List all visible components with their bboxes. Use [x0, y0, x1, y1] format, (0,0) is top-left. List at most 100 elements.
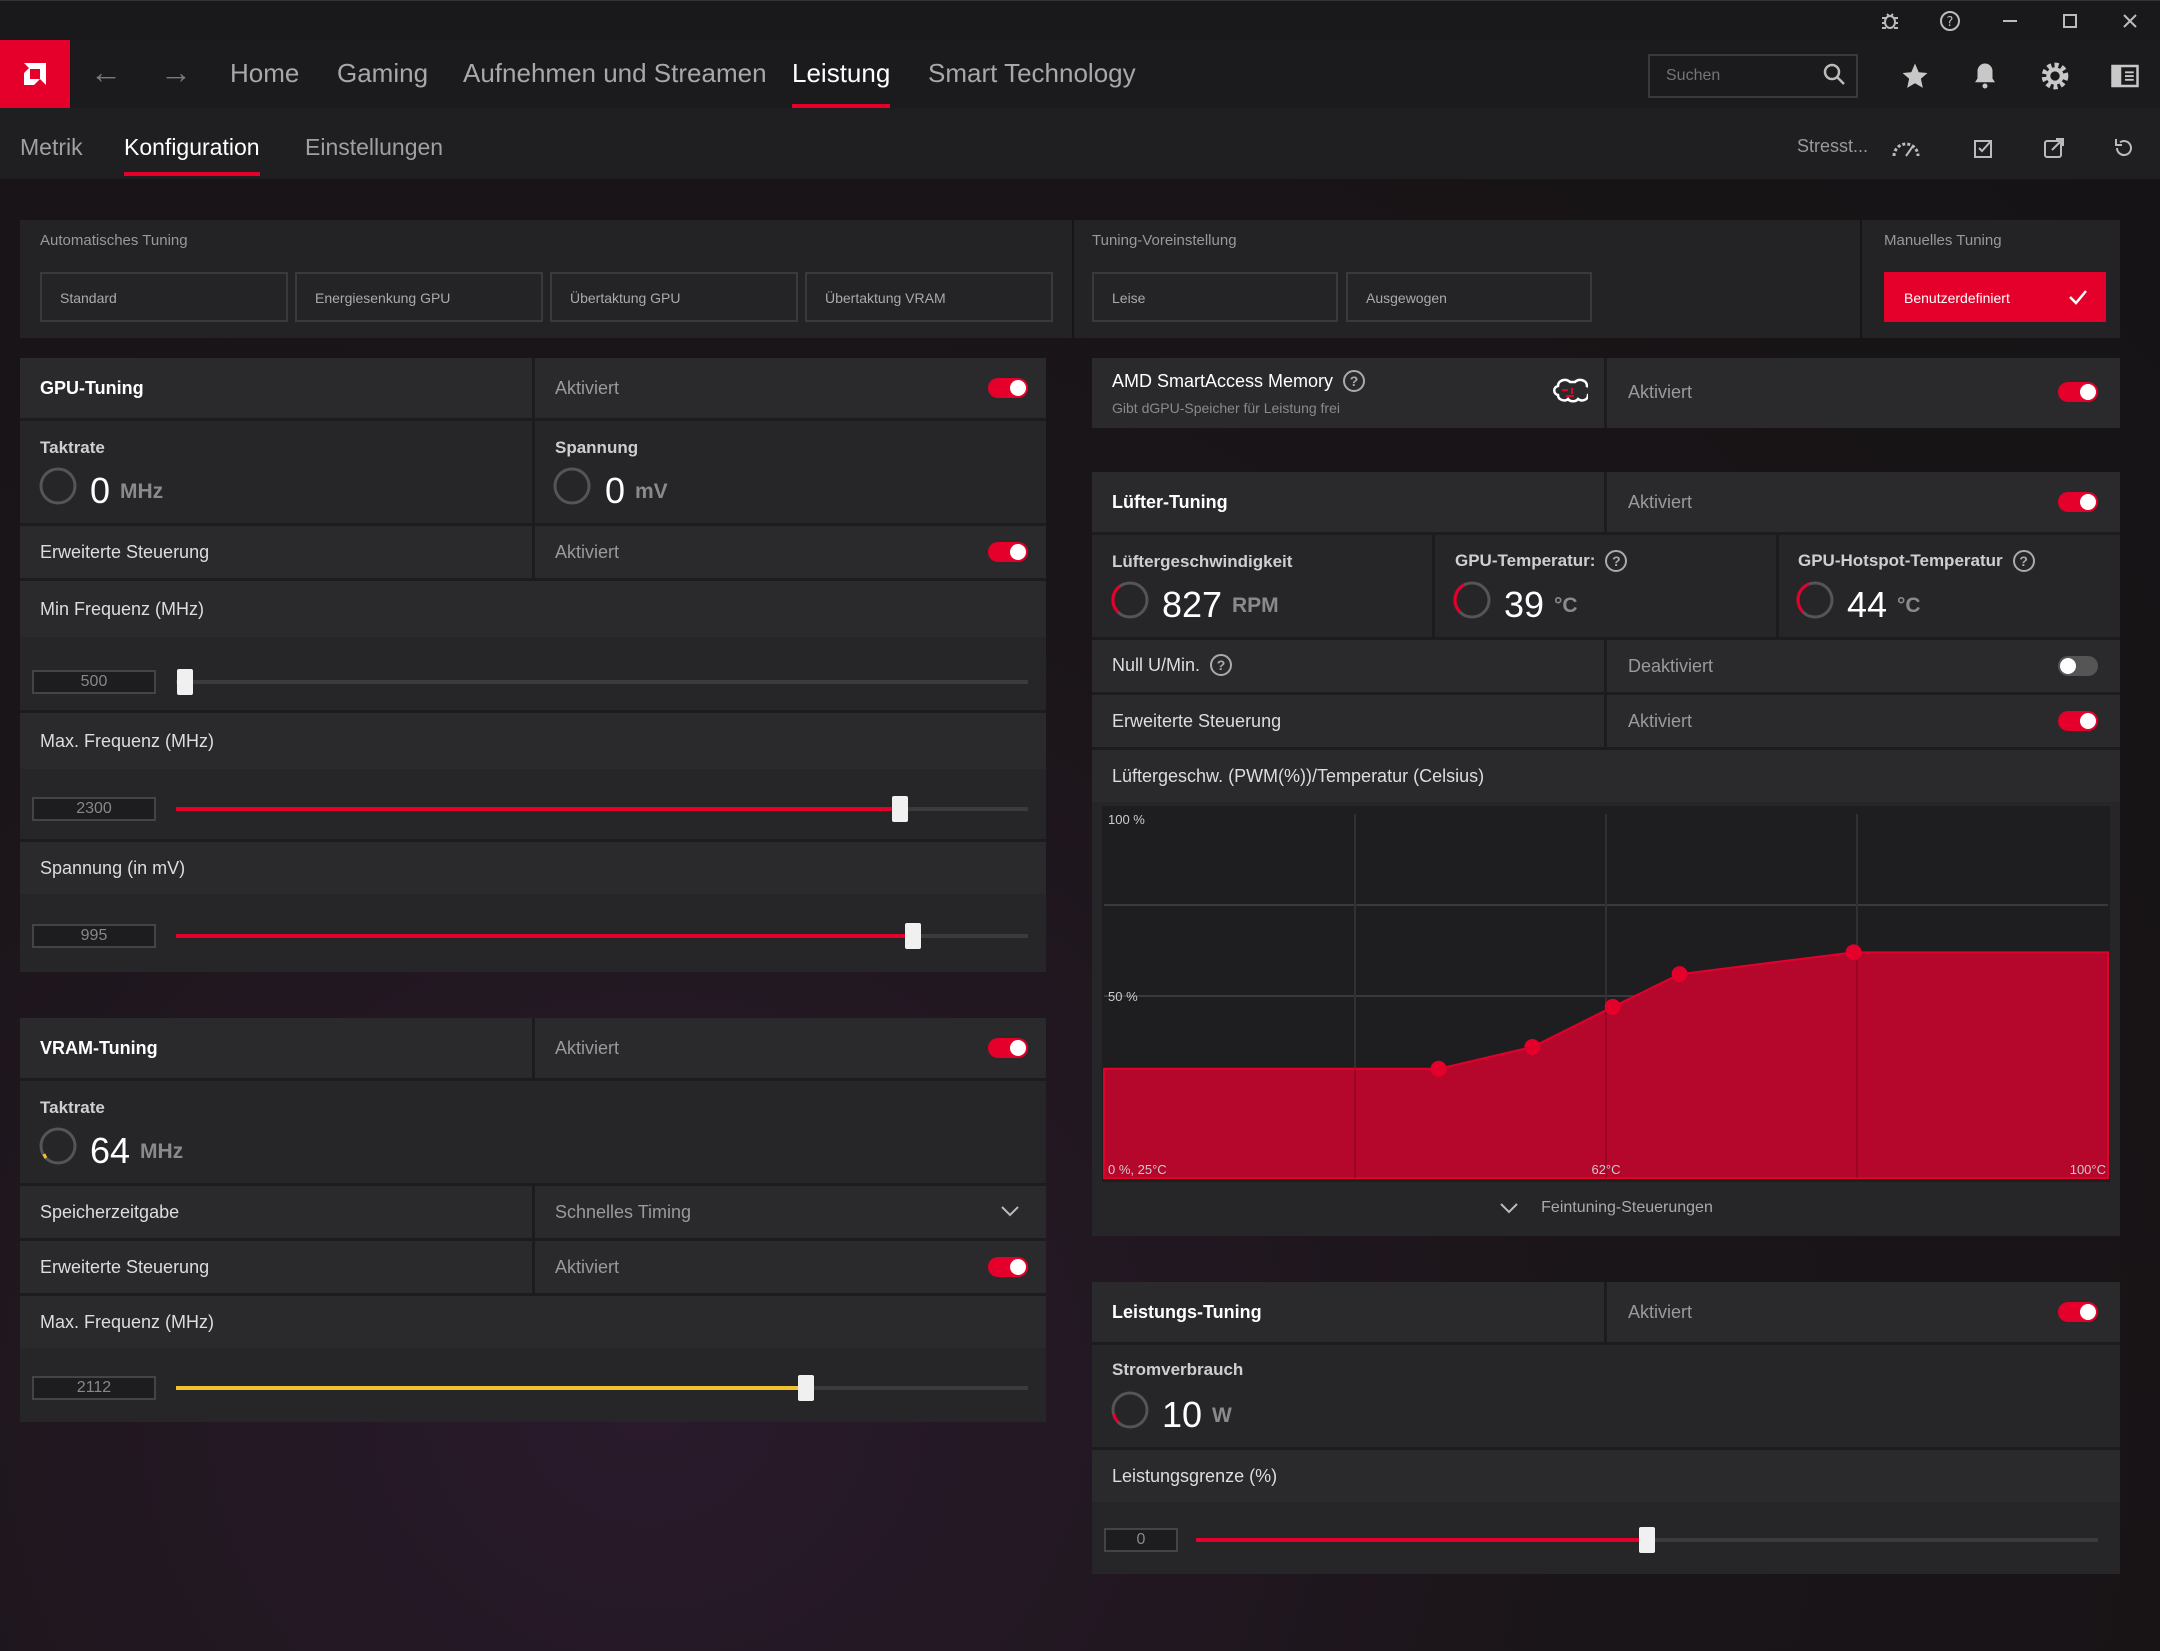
help-icon[interactable]: ? [1930, 5, 1970, 37]
nav-tab-performance[interactable]: Leistung [792, 58, 891, 108]
apply-changes-icon[interactable] [1966, 130, 2002, 166]
fine-tuning-controls-toggle[interactable]: Feintuning-Steuerungen [1092, 1186, 2120, 1230]
brain-icon [1553, 378, 1588, 403]
notifications-bell-icon[interactable] [1965, 56, 2005, 96]
vram-tuning-toggle[interactable] [988, 1038, 1028, 1058]
window-titlebar: ? [0, 0, 2160, 40]
vram-max-frequency-input[interactable]: 2112 [32, 1376, 156, 1400]
gpu-tuning-status: Aktiviert [555, 378, 620, 398]
nav-tab-recording[interactable]: Aufnehmen und Streamen [463, 58, 767, 88]
zero-rpm-toggle[interactable] [2058, 656, 2098, 676]
fan-curve-point-1[interactable] [1524, 1038, 1541, 1055]
power-consumption-value: 10 [1162, 1394, 1203, 1435]
amd-logo-icon[interactable] [0, 40, 70, 108]
voltage-slider[interactable] [904, 923, 921, 949]
help-icon[interactable]: ? [1343, 370, 1366, 392]
maximize-icon[interactable] [2050, 5, 2090, 37]
power-tuning-header: Leistungs-Tuning Aktiviert [1092, 1282, 2120, 1342]
fan-tuning-toggle[interactable] [2058, 492, 2098, 512]
gpu-advanced-control-status: Aktiviert [555, 542, 620, 562]
manual-tuning-panel: Manuelles Tuning Benutzerdefiniert [1862, 220, 2120, 338]
power-consumption-label: Stromverbrauch [1112, 1360, 1244, 1379]
close-icon[interactable] [2110, 5, 2150, 37]
minimize-icon[interactable] [1990, 5, 2030, 37]
nav-tab-home[interactable]: Home [230, 58, 300, 88]
gpu-tuning-card: GPU-Tuning Aktiviert Taktrate 0 MHz Span… [20, 358, 1046, 972]
fan-advanced-control-toggle[interactable] [2058, 711, 2098, 731]
min-frequency-input[interactable]: 500 [32, 670, 156, 694]
search-input[interactable] [1648, 54, 1858, 98]
nav-tab-gaming[interactable]: Gaming [337, 58, 429, 88]
subtab-configuration[interactable]: Konfiguration [124, 134, 260, 176]
preset-custom-button[interactable]: Benutzerdefiniert [1884, 272, 2106, 322]
vram-tuning-card: VRAM-Tuning Aktiviert Taktrate 64 MHz Sp… [20, 1018, 1046, 1422]
max-frequency-slider[interactable] [892, 796, 909, 822]
fan-curve-chart[interactable]: 100 % 50 % 0 %, 25°C 62°C 100°C [1102, 806, 2110, 1182]
zero-rpm-status: Deaktiviert [1628, 656, 1714, 676]
preset-vram-overclock-button[interactable]: Übertaktung VRAM [805, 272, 1053, 322]
gpu-clock-label: Taktrate [40, 438, 105, 457]
power-limit-slider[interactable] [1639, 1527, 1655, 1553]
preset-balanced-button[interactable]: Ausgewogen [1346, 272, 1592, 322]
power-limit-label: Leistungsgrenze (%) [1112, 1466, 1278, 1486]
min-frequency-track [176, 680, 1028, 684]
vram-advanced-control-row: Erweiterte Steuerung Aktiviert [20, 1241, 1046, 1293]
tuning-preset-panel: Tuning-Voreinstellung Leise Ausgewogen [1074, 220, 1860, 338]
power-consumption-unit: W [1212, 1404, 1232, 1427]
subtab-metrics[interactable]: Metrik [20, 134, 83, 160]
preset-gpu-undervolt-button[interactable]: Energiesenkung GPU [295, 272, 543, 322]
voltage-header: Spannung (in mV) [20, 842, 1046, 894]
stress-test-gauge-icon[interactable] [1888, 130, 1924, 166]
chevron-down-icon [1500, 1203, 1518, 1214]
export-profile-icon[interactable] [2036, 130, 2072, 166]
help-icon[interactable]: ? [2012, 550, 2035, 572]
gpu-temperature-gauge-icon [1453, 581, 1491, 619]
smartaccess-memory-status: Aktiviert [1628, 382, 1693, 402]
forward-arrow-icon[interactable]: → [160, 54, 192, 90]
search-icon[interactable] [1822, 62, 1846, 91]
sub-navigation: Metrik Konfiguration Einstellungen Stres… [0, 108, 2160, 180]
favorites-star-icon[interactable] [1895, 56, 1935, 96]
max-frequency-fill [176, 807, 901, 811]
vram-max-frequency-header: Max. Frequenz (MHz) [20, 1296, 1046, 1348]
voltage-input[interactable]: 995 [32, 924, 156, 948]
gpu-temperature-value: 39 [1504, 584, 1545, 625]
reset-icon[interactable] [2106, 130, 2142, 166]
min-frequency-slider[interactable] [176, 669, 193, 695]
power-tuning-toggle[interactable] [2058, 1302, 2098, 1322]
stress-test-label[interactable]: Stresst... [1797, 136, 1869, 156]
fine-tuning-controls-label: Feintuning-Steuerungen [1541, 1199, 1713, 1216]
help-icon[interactable]: ? [1210, 654, 1233, 676]
fan-curve-point-0[interactable] [1430, 1060, 1447, 1077]
vram-advanced-control-toggle[interactable] [988, 1257, 1028, 1277]
settings-gear-icon[interactable] [2035, 56, 2075, 96]
zero-rpm-label-text: Null U/Min. [1112, 654, 1201, 675]
memory-timing-label: Speicherzeitgabe [40, 1202, 180, 1222]
smartaccess-memory-subtitle: Gibt dGPU-Speicher für Leistung frei [1112, 400, 1340, 416]
fan-curve-point-2[interactable] [1604, 998, 1621, 1015]
gpu-advanced-control-toggle[interactable] [988, 542, 1028, 562]
chevron-down-icon[interactable] [1000, 1204, 1020, 1218]
help-icon[interactable]: ? [1605, 550, 1628, 572]
fan-tuning-status: Aktiviert [1628, 492, 1693, 512]
memory-timing-row[interactable]: Speicherzeitgabe Schnelles Timing [20, 1186, 1046, 1238]
smartaccess-memory-toggle[interactable] [2058, 382, 2098, 402]
preset-gpu-overclock-button[interactable]: Übertaktung GPU [550, 272, 798, 322]
preset-standard-button[interactable]: Standard [40, 272, 288, 322]
vram-clock-gauge-icon [39, 1127, 77, 1165]
gpu-tuning-toggle[interactable] [988, 378, 1028, 398]
subtab-settings[interactable]: Einstellungen [305, 134, 444, 160]
back-arrow-icon[interactable]: ← [90, 54, 122, 90]
bug-report-icon[interactable] [1870, 5, 1910, 37]
max-frequency-input[interactable]: 2300 [32, 797, 156, 821]
fan-curve-point-3[interactable] [1671, 966, 1688, 983]
preset-quiet-button[interactable]: Leise [1092, 272, 1338, 322]
power-limit-input[interactable]: 0 [1104, 1528, 1178, 1552]
gpu-tuning-header: GPU-Tuning Aktiviert [20, 358, 1046, 418]
sidebar-panel-icon[interactable] [2105, 56, 2145, 96]
vram-max-frequency-slider[interactable] [798, 1375, 815, 1401]
fan-curve-point-4[interactable] [1845, 944, 1862, 961]
gpu-voltage-value: 0 [605, 470, 626, 511]
nav-tab-smart-technology[interactable]: Smart Technology [928, 58, 1136, 88]
vram-tuning-header: VRAM-Tuning Aktiviert [20, 1018, 1046, 1078]
